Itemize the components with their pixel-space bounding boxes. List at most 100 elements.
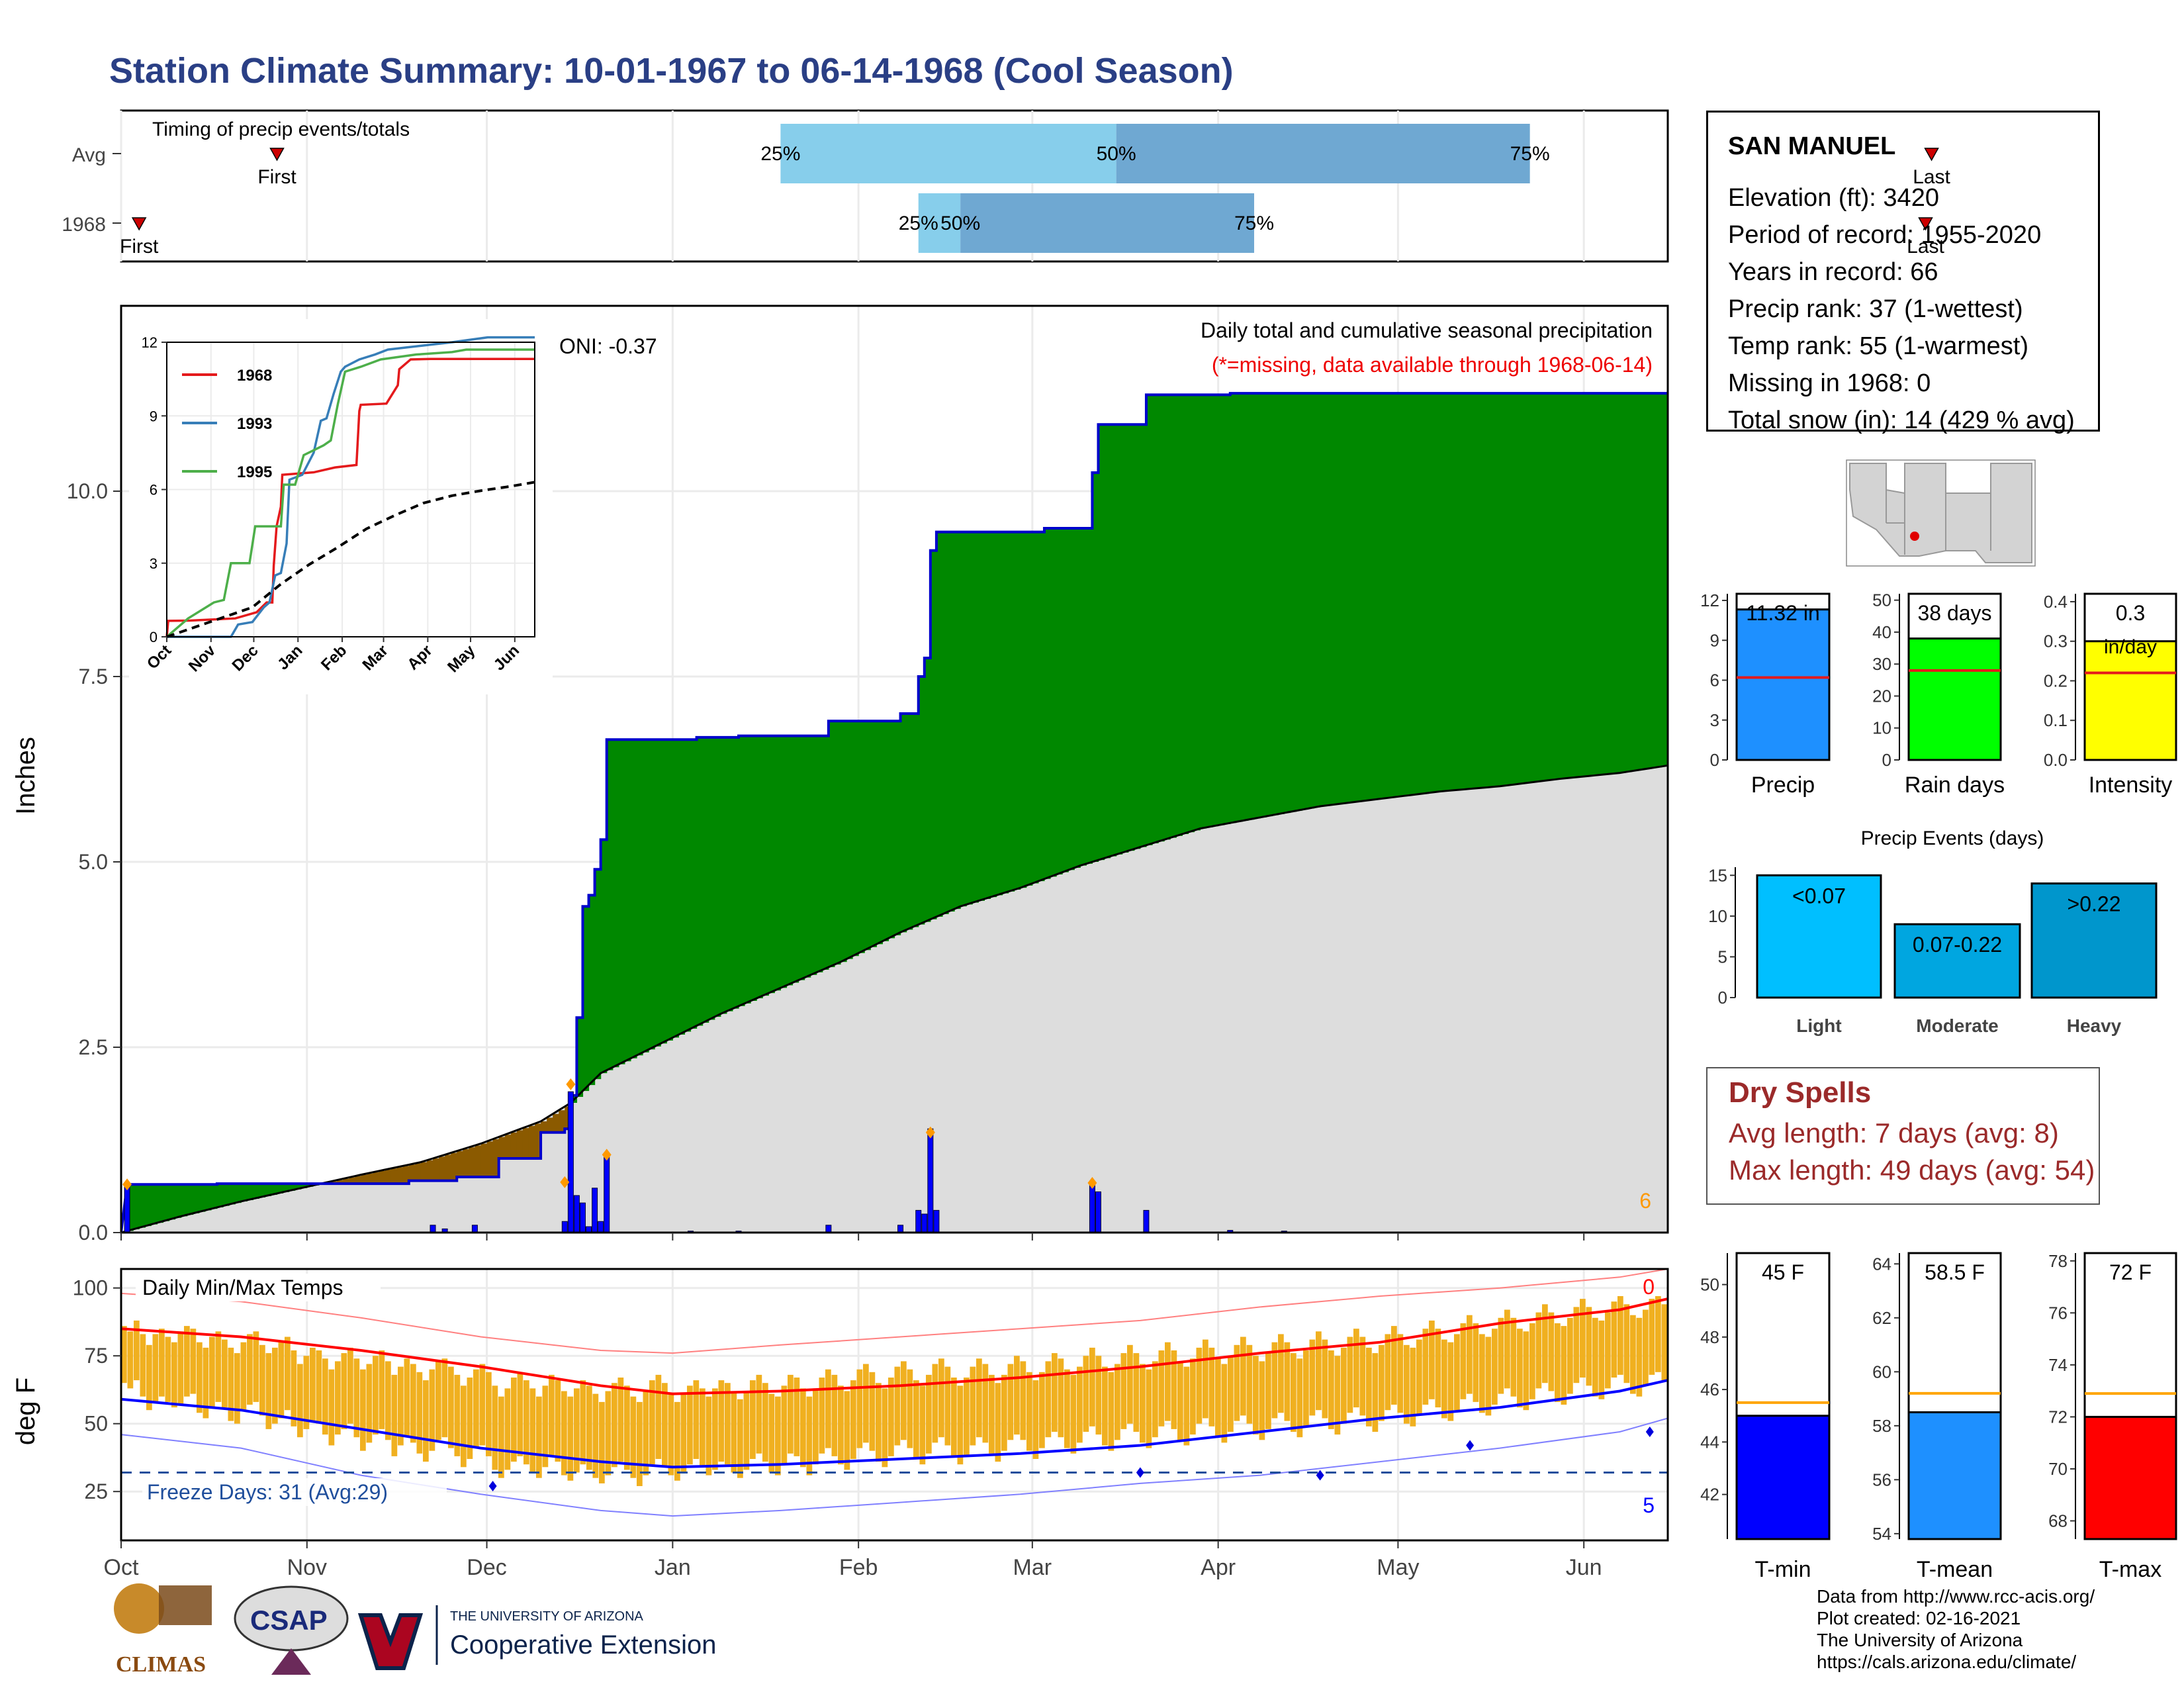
above-avg-fill (882, 721, 889, 941)
above-avg-fill (247, 1184, 253, 1200)
daily-temp-bar (831, 1374, 838, 1456)
daily-temp-bar (1573, 1307, 1580, 1383)
above-avg-fill (960, 532, 967, 907)
below-avg-fill (414, 1163, 422, 1181)
record-low-marker (1466, 1440, 1475, 1451)
daily-temp-bar (850, 1380, 856, 1459)
above-avg-fill (900, 714, 907, 933)
daily-temp-bar (1492, 1329, 1498, 1405)
daily-temp-bar (1441, 1339, 1447, 1419)
daily-temp-bar (448, 1366, 454, 1448)
daily-temp-bar (1529, 1323, 1535, 1399)
above-avg-fill (732, 737, 739, 1009)
above-avg-fill (1260, 393, 1267, 818)
daily-temp-bar (1007, 1364, 1014, 1440)
above-avg-fill (1553, 393, 1561, 780)
record-low-marker (1645, 1427, 1654, 1437)
daily-temp-bar (140, 1334, 146, 1397)
daily-temp-bar (360, 1369, 366, 1451)
above-avg-fill (1506, 393, 1513, 786)
above-avg-fill (1410, 393, 1417, 796)
main-chart-subtitle: (*=missing, data available through 1968-… (1212, 353, 1653, 377)
daily-temp-bar (542, 1385, 549, 1468)
daily-temp-bar (989, 1374, 995, 1454)
above-avg-fill (1584, 393, 1590, 776)
daily-precip-bar (567, 1091, 574, 1233)
above-avg-fill (1122, 424, 1129, 853)
daily-temp-bar (1605, 1312, 1611, 1389)
above-avg-fill (1457, 393, 1465, 790)
main-y-axis-title: Inches (11, 737, 40, 815)
above-avg-fill (714, 737, 721, 1017)
daily-temp-bar (379, 1350, 385, 1429)
daily-temp-bar (1435, 1329, 1441, 1408)
mini-y-tick-label: 10 (1872, 718, 1891, 738)
above-avg-fill (1308, 393, 1315, 809)
daily-temp-bar (328, 1369, 335, 1446)
above-avg-fill (1608, 393, 1615, 774)
daily-temp-bar (171, 1342, 177, 1408)
daily-temp-bar (1140, 1364, 1146, 1443)
daily-temp-bar (1467, 1315, 1473, 1394)
above-avg-fill (1343, 393, 1351, 804)
station-period: Period of record: 1955-2020 (1728, 221, 2042, 249)
daily-temp-bar (756, 1374, 762, 1454)
mini-value-label: 38 days (1917, 601, 1991, 625)
above-avg-fill (1188, 395, 1195, 833)
daily-temp-bar (1039, 1372, 1045, 1448)
daily-temp-bar (1542, 1304, 1548, 1383)
daily-precip-bar (561, 1221, 568, 1233)
daily-temp-bar (127, 1331, 134, 1389)
above-avg-fill (1602, 393, 1609, 775)
month-label: May (1377, 1555, 1419, 1580)
daily-precip-bar (933, 1209, 940, 1233)
inset-legend-label: 1968 (237, 367, 272, 385)
daily-temp-bar (504, 1388, 511, 1470)
daily-temp-bar (1535, 1312, 1542, 1389)
above-avg-fill (1170, 395, 1177, 838)
above-avg-fill (1062, 528, 1069, 872)
mini-y-tick-label: 70 (2048, 1459, 2068, 1479)
temp-y-tick-label: 50 (84, 1412, 108, 1436)
inset-y-tick-label: 3 (150, 555, 158, 572)
daily-temp-bar (1611, 1301, 1617, 1378)
credit-data-source: Data from http://www.rcc-acis.org/ (1817, 1586, 2095, 1607)
above-avg-fill (1272, 393, 1279, 816)
above-avg-fill (637, 739, 643, 1056)
daily-temp-bar (1454, 1334, 1460, 1411)
mini-chart-bar (1735, 1415, 1831, 1540)
daily-temp-bar (461, 1385, 467, 1468)
daily-temp-bar (1221, 1364, 1228, 1443)
record-max-line (121, 1269, 1668, 1354)
above-avg-fill (193, 1184, 200, 1213)
daily-temp-bar (165, 1336, 171, 1402)
daily-temp-bar (1234, 1344, 1240, 1421)
daily-precip-bar (586, 1226, 592, 1233)
daily-precip-bar (1143, 1209, 1150, 1233)
daily-temp-bar (159, 1329, 165, 1397)
above-avg-fill (1380, 393, 1387, 799)
daily-temp-bar (574, 1388, 580, 1473)
above-avg-fill (666, 739, 673, 1041)
mini-value-label: 11.32 in (1746, 601, 1820, 625)
mini-y-tick-label: 50 (1872, 590, 1891, 610)
daily-temp-bar (197, 1342, 203, 1413)
station-location-marker (1910, 532, 1919, 541)
daily-temp-bar (705, 1396, 712, 1476)
month-label: Jan (655, 1555, 691, 1580)
daily-temp-bar (762, 1383, 768, 1462)
above-avg-fill (624, 739, 631, 1062)
temp-count-bottom: 5 (1643, 1493, 1655, 1517)
daily-temp-bar (467, 1378, 473, 1459)
daily-temp-bar (819, 1378, 825, 1454)
daily-temp-bar (1303, 1350, 1309, 1427)
daily-temp-bar (1253, 1356, 1259, 1435)
mini-chart-bar (1735, 608, 1831, 761)
main-count-label: 6 (1639, 1189, 1651, 1213)
daily-temp-bar (1070, 1374, 1077, 1454)
daily-temp-bar (278, 1342, 285, 1419)
above-avg-fill (289, 1184, 296, 1191)
above-avg-fill (1655, 393, 1662, 768)
avg-min-line (121, 1379, 1668, 1469)
precip-event-bar-label: <0.07 (1792, 884, 1846, 908)
